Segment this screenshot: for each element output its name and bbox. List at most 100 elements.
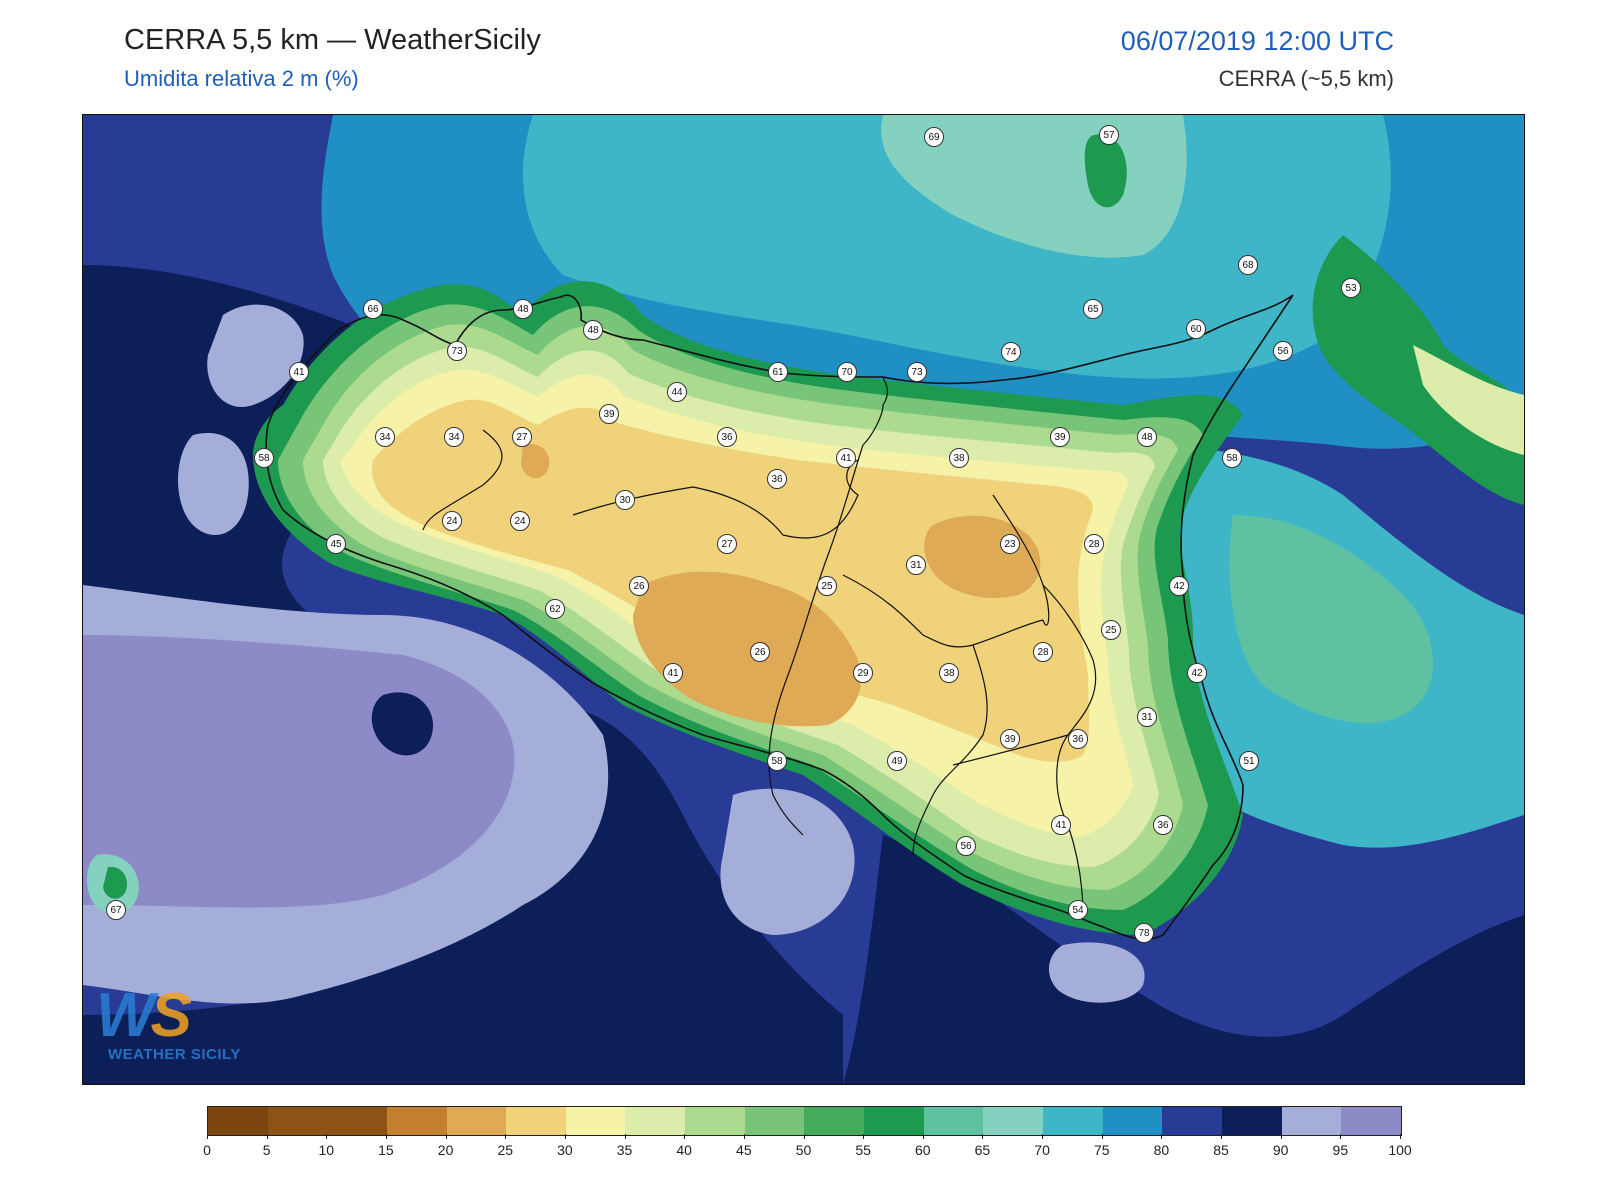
colorbar-tick-label: 10 — [318, 1142, 335, 1158]
model-label: CERRA (~5,5 km) — [1218, 66, 1394, 91]
colorbar-tick-mark — [385, 1134, 387, 1139]
station-value: 73 — [451, 346, 463, 357]
station-marker: 58 — [254, 448, 274, 468]
station-value: 34 — [448, 432, 460, 443]
colorbar-segment — [1221, 1107, 1282, 1135]
station-marker: 41 — [1051, 815, 1071, 835]
station-marker: 68 — [1238, 255, 1258, 275]
station-value: 31 — [1141, 712, 1153, 723]
station-marker: 31 — [906, 555, 926, 575]
station-value: 39 — [603, 409, 615, 420]
province-border — [992, 494, 1050, 626]
colorbar-tick-mark — [624, 1134, 626, 1139]
station-marker: 25 — [817, 576, 837, 596]
station-value: 44 — [671, 387, 683, 398]
colorbar-tick-label: 5 — [262, 1142, 271, 1158]
colorbar-segment — [446, 1107, 507, 1135]
colorbar-tick-label: 75 — [1093, 1142, 1110, 1158]
colorbar-tick-mark — [1280, 1134, 1282, 1139]
station-value: 41 — [840, 453, 852, 464]
colorbar-segment — [1162, 1107, 1222, 1135]
station-marker: 73 — [447, 341, 467, 361]
station-value: 58 — [771, 756, 783, 767]
map-title: CERRA 5,5 km — WeatherSicily — [124, 24, 541, 56]
station-marker: 36 — [1153, 815, 1173, 835]
colorbar-tick-label: 45 — [736, 1142, 752, 1158]
field-90-100 — [1048, 942, 1145, 1003]
humidity-map: 69 57 68 53 66 48 48 65 60 56 73 74 41 61 70 73 44 39 34 34… — [82, 114, 1525, 1085]
station-value: 56 — [960, 841, 972, 852]
field-90-100 — [720, 788, 855, 935]
station-value: 31 — [910, 560, 922, 571]
station-value: 48 — [517, 304, 529, 315]
station-marker: 26 — [629, 576, 649, 596]
colorbar-tick-label: 60 — [915, 1142, 931, 1158]
colorbar-segment — [506, 1107, 566, 1135]
station-marker: 41 — [289, 362, 309, 382]
colorbar-segment — [744, 1107, 805, 1135]
province-border — [572, 459, 859, 539]
station-value: 48 — [1141, 432, 1153, 443]
colorbar-tick-label: 0 — [203, 1142, 211, 1158]
station-marker: 74 — [1001, 342, 1021, 362]
station-value: 25 — [821, 581, 833, 592]
colorbar-tick-label: 100 — [1388, 1142, 1412, 1158]
station-marker: 57 — [1099, 125, 1119, 145]
station-marker: 70 — [837, 362, 857, 382]
station-value: 38 — [953, 453, 965, 464]
station-value: 38 — [943, 668, 955, 679]
station-marker: 38 — [939, 663, 959, 683]
station-marker: 58 — [1222, 448, 1242, 468]
colorbar-segment — [327, 1107, 387, 1135]
station-marker: 31 — [1137, 707, 1157, 727]
station-value: 34 — [379, 432, 391, 443]
colorbar-tick-mark — [1340, 1134, 1342, 1139]
field-90-100 — [207, 304, 304, 407]
colorbar-tick-mark — [326, 1134, 328, 1139]
colorbar-tick-label: 90 — [1272, 1142, 1289, 1158]
colorbar-segment — [565, 1107, 626, 1135]
station-marker: 39 — [1000, 729, 1020, 749]
station-value: 27 — [516, 432, 528, 443]
station-marker: 48 — [513, 299, 533, 319]
colorbar-segment — [1042, 1107, 1103, 1135]
field-sicily-25 — [521, 444, 550, 479]
station-marker: 69 — [924, 127, 944, 147]
colorbar-segment — [267, 1107, 328, 1135]
province-border — [862, 376, 888, 446]
station-value: 27 — [721, 539, 733, 550]
station-marker: 56 — [1273, 341, 1293, 361]
field-85-90 — [83, 702, 843, 1084]
station-marker: 62 — [545, 599, 565, 619]
colorbar-tick-label: 35 — [616, 1142, 633, 1158]
colorbar-tick-label: 95 — [1332, 1142, 1349, 1158]
field-calabria — [1413, 345, 1524, 455]
station-value: 48 — [587, 325, 599, 336]
station-value: 57 — [1103, 130, 1115, 141]
colorbar-tick-mark — [863, 1134, 865, 1139]
station-marker: 49 — [887, 751, 907, 771]
station-value: 74 — [1005, 347, 1017, 358]
colorbar-tick-mark — [564, 1134, 566, 1139]
station-marker: 66 — [363, 299, 383, 319]
station-value: 39 — [1004, 734, 1016, 745]
station-marker: 42 — [1169, 576, 1189, 596]
colorbar-segment — [923, 1107, 984, 1135]
colorbar-segment — [685, 1107, 745, 1135]
station-marker: 39 — [1050, 427, 1070, 447]
station-value: 24 — [446, 516, 458, 527]
station-marker: 24 — [442, 511, 462, 531]
colorbar-tick-label: 80 — [1153, 1142, 1170, 1158]
station-value: 41 — [667, 668, 679, 679]
station-value: 70 — [841, 367, 853, 378]
station-value: 23 — [1004, 539, 1016, 550]
station-value: 53 — [1345, 283, 1357, 294]
station-marker: 36 — [717, 427, 737, 447]
station-marker: 26 — [750, 642, 770, 662]
station-value: 60 — [1190, 324, 1202, 335]
field-85-90 — [843, 835, 1524, 1084]
station-value: 24 — [514, 516, 526, 527]
station-marker: 25 — [1101, 620, 1121, 640]
colorbar-tick-label: 40 — [676, 1142, 692, 1158]
valid-datetime: 06/07/2019 12:00 UTC — [1120, 26, 1394, 56]
